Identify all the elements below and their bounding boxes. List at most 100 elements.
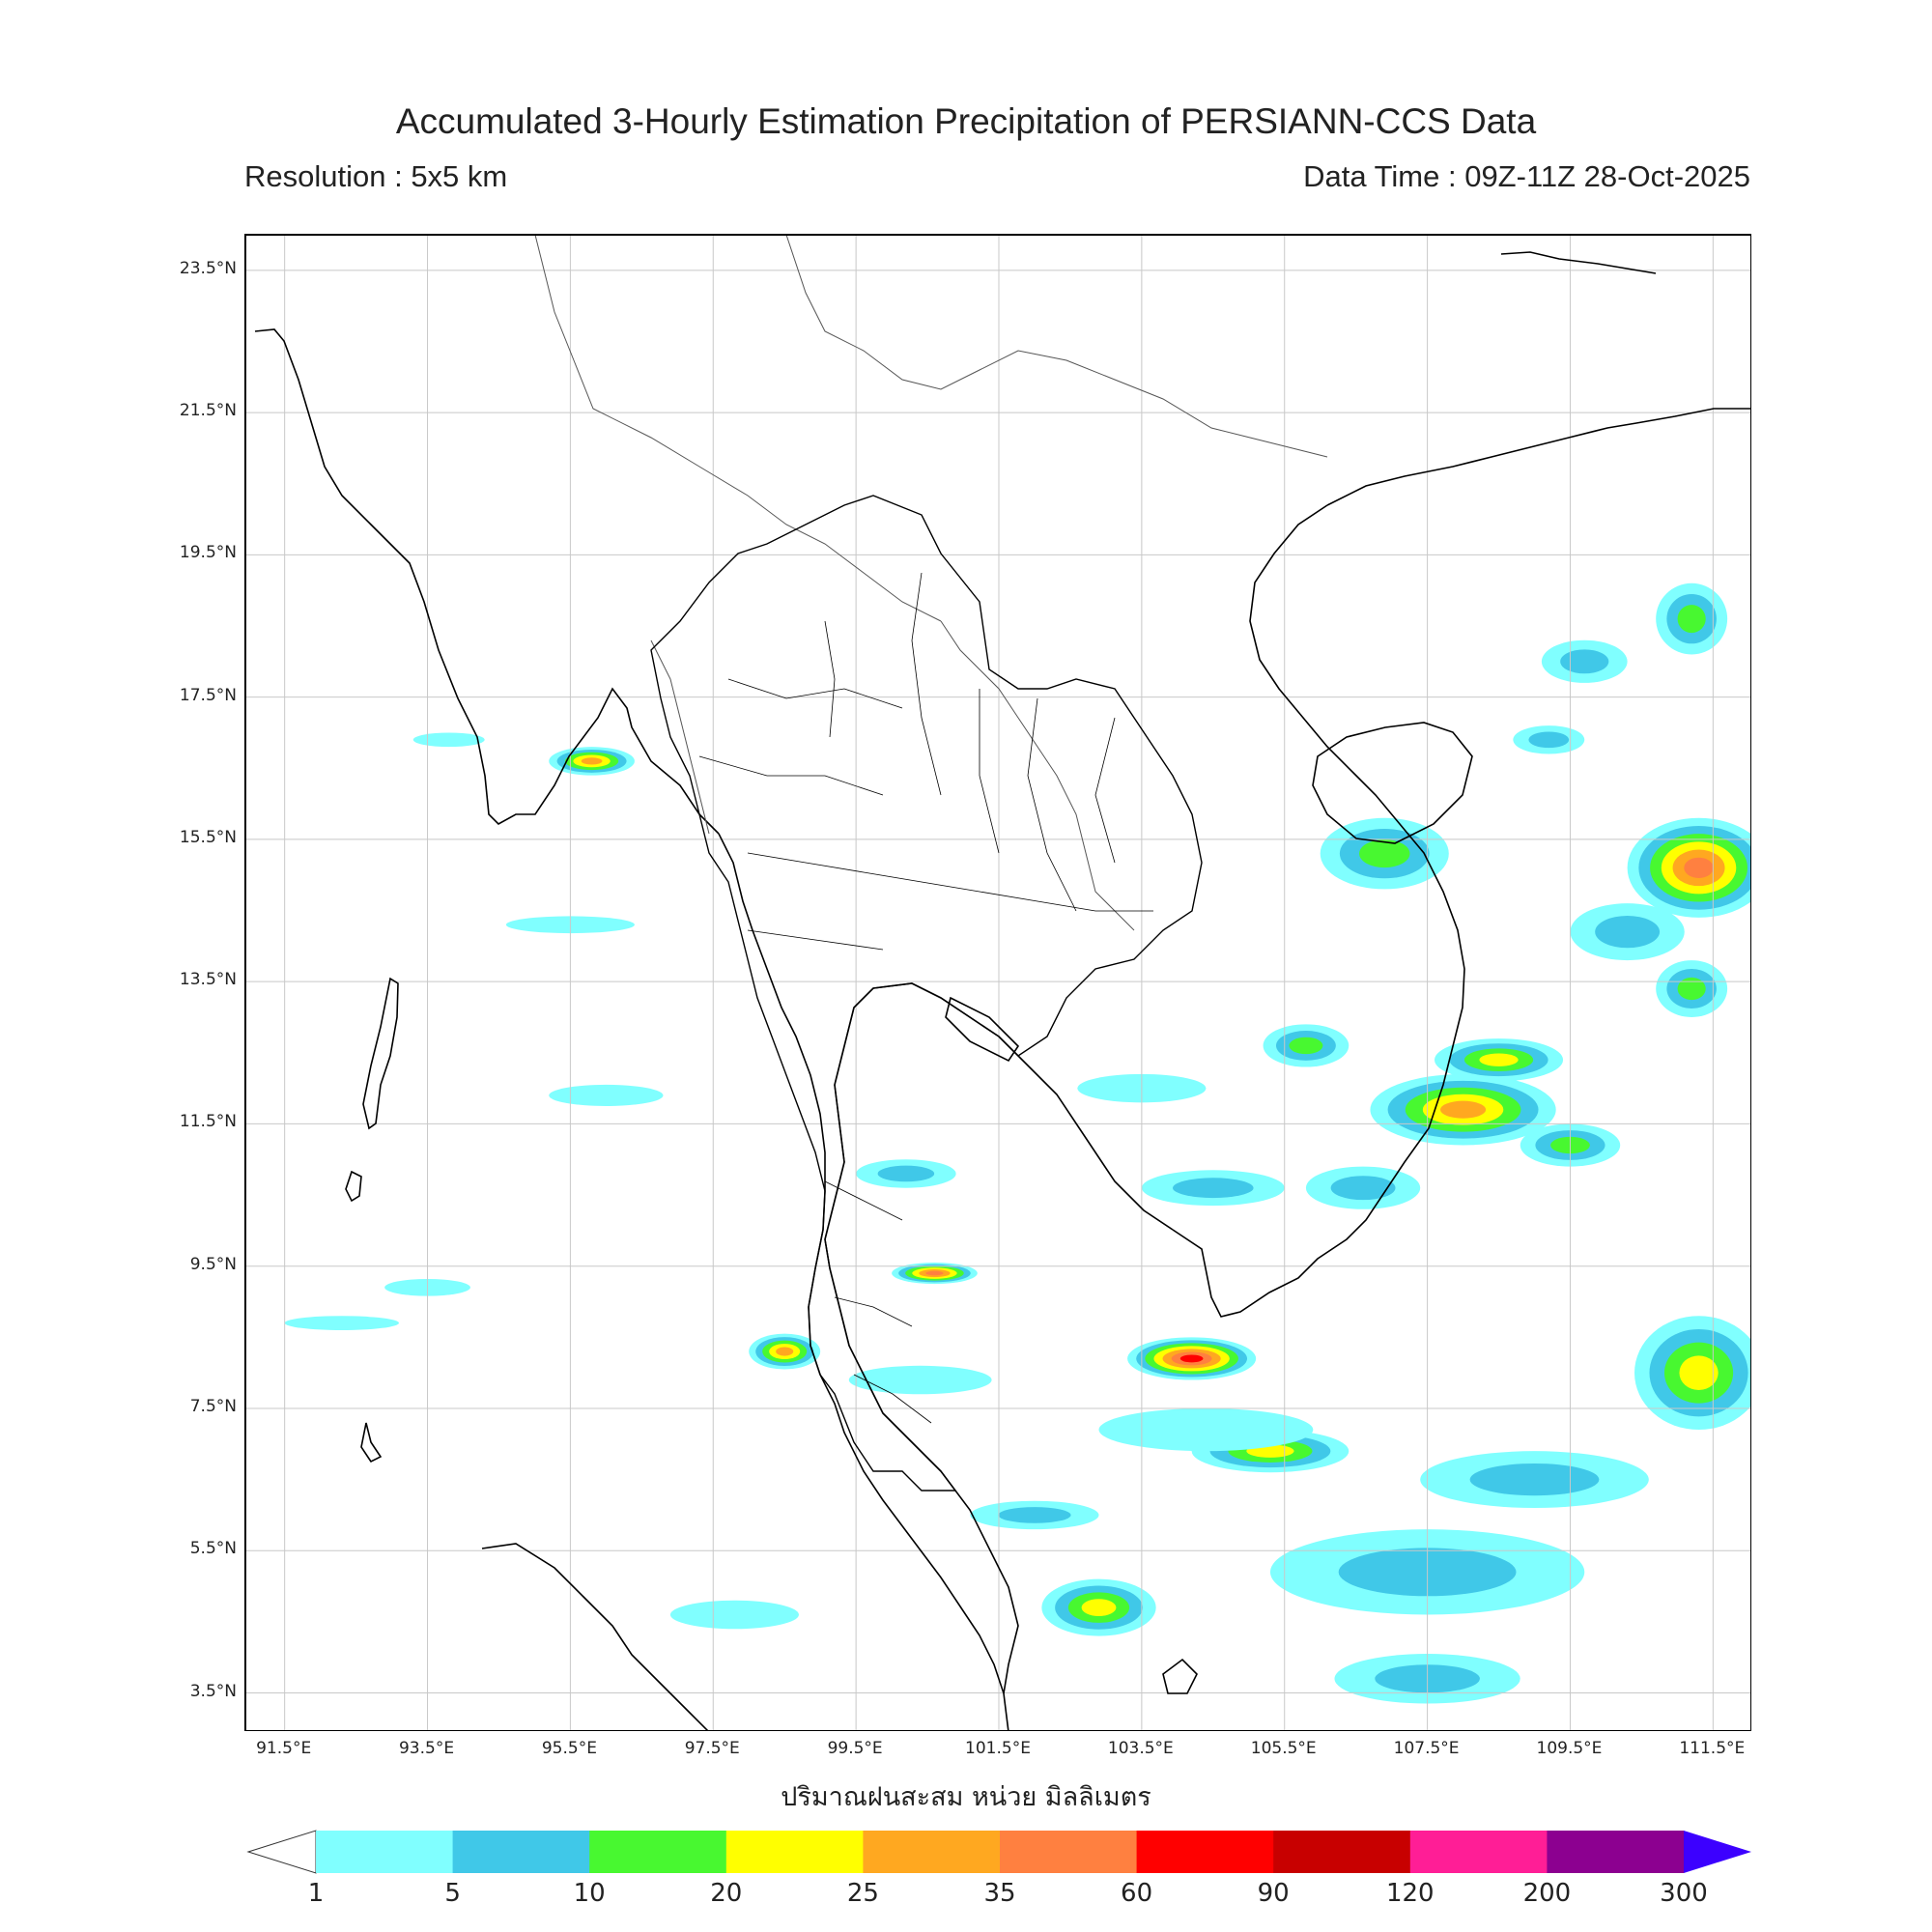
border-myanmar-thailand <box>650 639 710 835</box>
lon-tick-label: 105.5°E <box>1250 1739 1317 1758</box>
resolution-label: Resolution : 5x5 km <box>244 159 508 193</box>
rain-cell <box>1289 1037 1323 1055</box>
rain-cell <box>998 1507 1071 1523</box>
border-myanmar-china <box>534 235 942 622</box>
nicobar-island <box>360 1422 383 1463</box>
lon-tick-label: 103.5°E <box>1107 1739 1174 1758</box>
lon-tick-label: 91.5°E <box>256 1739 312 1758</box>
colorbar-tick-label: 10 <box>573 1879 606 1908</box>
colorbar-segment <box>725 1831 864 1873</box>
rain-cell <box>1679 1355 1719 1390</box>
lat-tick-label: 17.5°N <box>179 685 237 705</box>
lat-tick-label: 7.5°N <box>189 1396 237 1416</box>
colorbar-tick-label: 25 <box>846 1879 879 1908</box>
andaman-islands <box>362 977 399 1130</box>
rain-cell <box>1439 1100 1487 1119</box>
precipitation-map <box>245 235 1750 1730</box>
rain-cell <box>284 1316 399 1330</box>
rain-cell <box>925 1270 944 1276</box>
colorbar-tick-label: 35 <box>983 1879 1016 1908</box>
rain-cell <box>412 732 485 748</box>
colorbar-segment <box>863 1831 1001 1873</box>
coastline-myanmar-west <box>254 328 720 835</box>
thailand-provinces <box>650 495 1203 1492</box>
lat-tick-label: 11.5°N <box>179 1112 237 1132</box>
colorbar-segment <box>1273 1831 1411 1873</box>
lon-tick-label: 95.5°E <box>541 1739 597 1758</box>
colorbar-extend-low <box>246 1830 317 1874</box>
colorbar-segment <box>1136 1831 1274 1873</box>
colorbar-tick-label: 200 <box>1522 1879 1572 1908</box>
rain-cell <box>1173 1178 1254 1199</box>
colorbar-segment <box>589 1831 727 1873</box>
borneo-island <box>1162 1658 1198 1694</box>
lat-tick-label: 13.5°N <box>179 970 237 990</box>
hainan-island <box>1312 722 1473 844</box>
lon-tick-label: 109.5°E <box>1536 1739 1603 1758</box>
coastline-layer <box>254 251 1750 1730</box>
colorbar-tick-label: 300 <box>1660 1879 1708 1908</box>
rain-cell <box>1179 1354 1204 1363</box>
lon-tick-label: 107.5°E <box>1393 1739 1460 1758</box>
lat-tick-label: 5.5°N <box>189 1539 237 1559</box>
border-laos-vietnam <box>940 620 1135 931</box>
colorbar-segment <box>1000 1831 1138 1873</box>
lon-tick-label: 101.5°E <box>965 1739 1031 1758</box>
rain-cell <box>1528 731 1570 749</box>
colorbar-units-label: ปริมาณฝนสะสม หน่วย มิลลิเมตร <box>781 1782 1151 1812</box>
rain-cell <box>848 1365 992 1395</box>
lat-tick-label: 3.5°N <box>189 1681 237 1701</box>
lon-tick-label: 99.5°E <box>827 1739 883 1758</box>
border-china-laos-vietnam <box>785 235 1328 458</box>
rain-cell <box>1469 1463 1600 1496</box>
rain-cell <box>1330 1176 1396 1201</box>
lat-tick-label: 15.5°N <box>179 827 237 847</box>
rain-cell <box>1595 915 1661 949</box>
lon-tick-label: 97.5°E <box>684 1739 740 1758</box>
lat-tick-label: 9.5°N <box>189 1254 237 1274</box>
coastline-peninsula-west <box>718 833 1009 1730</box>
rain-cell <box>549 1084 664 1107</box>
coastline-sumatra <box>481 1543 709 1730</box>
colorbar <box>246 1830 1751 1874</box>
tonle-sap <box>945 996 1020 1063</box>
rain-layer <box>284 582 1750 1704</box>
rain-cell <box>669 1600 799 1630</box>
andaman-small-island <box>345 1170 362 1203</box>
colorbar-extend-high <box>1684 1831 1751 1873</box>
coastline-china-south <box>1326 408 1750 506</box>
rain-cell <box>776 1347 794 1356</box>
coastline-cambodia-vietnam <box>1172 504 1465 1318</box>
lat-tick-label: 23.5°N <box>179 258 237 278</box>
lon-tick-label: 93.5°E <box>398 1739 455 1758</box>
rain-cell <box>1684 857 1714 878</box>
rain-cell <box>581 757 603 765</box>
map-panel <box>244 234 1751 1731</box>
rain-cell <box>1359 839 1410 868</box>
graticule <box>245 235 1750 1730</box>
colorbar-tick-label: 60 <box>1121 1879 1153 1908</box>
colorbar-tick-label: 90 <box>1257 1879 1290 1908</box>
rain-cell <box>1081 1599 1117 1617</box>
rain-cell <box>1479 1053 1519 1066</box>
data-time-label: Data Time : 09Z-11Z 28-Oct-2025 <box>1303 159 1750 193</box>
colorbar-segment <box>1547 1831 1685 1873</box>
thailand-outline <box>650 495 1203 1492</box>
colorbar-tick-label: 5 <box>444 1879 461 1908</box>
rain-cell <box>1677 605 1706 634</box>
rain-cell <box>1560 649 1609 674</box>
colorbar-segment <box>452 1831 590 1873</box>
rain-cell <box>1677 977 1706 1001</box>
lat-tick-label: 19.5°N <box>179 543 237 563</box>
lon-tick-label: 111.5°E <box>1679 1739 1746 1758</box>
lat-tick-label: 21.5°N <box>179 401 237 421</box>
colorbar-tick-label: 20 <box>710 1879 743 1908</box>
colorbar-tick-label: 1 <box>307 1879 325 1908</box>
colorbar-segment <box>1409 1831 1548 1873</box>
coastline-china-north <box>1500 251 1657 274</box>
thailand-province-lines <box>698 572 1153 1424</box>
map-title: Accumulated 3-Hourly Estimation Precipit… <box>395 101 1537 141</box>
rain-cell <box>877 1165 935 1182</box>
colorbar-segment <box>316 1831 454 1873</box>
border-layer <box>534 235 1328 931</box>
